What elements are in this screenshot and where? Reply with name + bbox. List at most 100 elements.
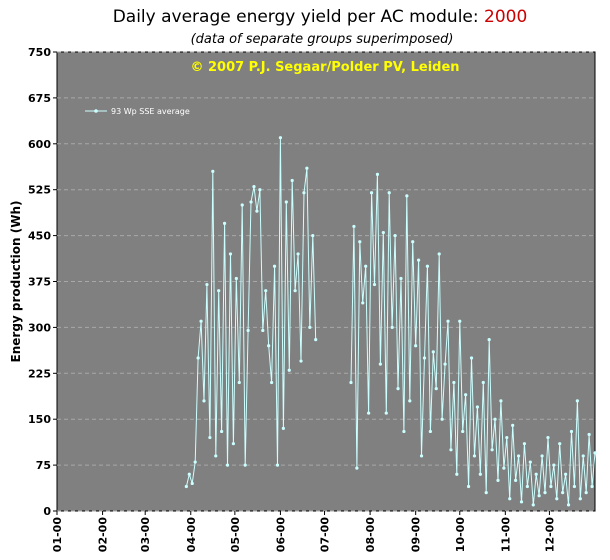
point — [305, 166, 309, 170]
point — [187, 472, 191, 476]
point — [452, 380, 456, 385]
point — [231, 442, 235, 446]
point — [205, 282, 209, 287]
y-tick-label: 750 — [28, 46, 51, 59]
point — [228, 252, 233, 256]
y-tick-label: 450 — [28, 230, 51, 243]
point — [496, 478, 500, 482]
point — [528, 460, 532, 464]
point — [417, 258, 421, 262]
point — [378, 362, 382, 366]
point — [217, 289, 221, 293]
point — [552, 463, 556, 467]
point — [375, 172, 380, 176]
point — [184, 484, 188, 489]
title-year: 2000 — [484, 7, 527, 27]
point — [561, 491, 565, 495]
point — [455, 472, 459, 476]
point — [308, 325, 312, 329]
point — [490, 448, 494, 452]
point — [402, 429, 406, 434]
point — [255, 209, 259, 213]
point — [516, 454, 521, 458]
point — [390, 325, 394, 329]
point — [543, 491, 547, 495]
x-tick-label: 01-00 — [51, 517, 64, 553]
point — [587, 432, 591, 437]
point — [240, 203, 244, 207]
point — [246, 328, 250, 333]
y-tick-label: 675 — [28, 92, 51, 105]
point — [261, 328, 265, 333]
point — [502, 466, 506, 470]
point — [387, 191, 391, 195]
y-tick-label: 375 — [28, 276, 51, 289]
title-text: Daily average energy yield per AC module… — [113, 7, 484, 27]
x-tick-label: 07-00 — [319, 517, 332, 553]
point — [481, 380, 485, 385]
y-tick-label: 150 — [28, 413, 51, 426]
point — [199, 319, 203, 323]
point — [211, 169, 215, 173]
point — [252, 185, 256, 189]
point — [275, 463, 280, 467]
point — [290, 178, 294, 183]
point — [278, 136, 283, 140]
point — [572, 484, 577, 489]
point — [193, 460, 197, 464]
annotation: © 2007 P.J. Segaar/Polder PV, Leiden — [190, 60, 459, 75]
point — [284, 200, 288, 204]
point — [272, 264, 277, 268]
point — [384, 411, 388, 415]
point — [464, 393, 468, 397]
point — [258, 188, 262, 192]
point — [469, 356, 474, 360]
point — [505, 435, 509, 440]
point — [414, 344, 418, 348]
x-tick-label: 03-00 — [139, 517, 152, 553]
x-tick-label: 02-00 — [97, 517, 110, 553]
point — [484, 491, 488, 495]
point — [264, 289, 268, 293]
point — [449, 448, 453, 452]
point — [593, 451, 597, 455]
y-axis-label: Energy production (Wh) — [9, 201, 23, 363]
point — [508, 497, 512, 501]
point — [458, 319, 462, 323]
point — [314, 338, 318, 342]
point — [367, 411, 371, 415]
point — [514, 478, 518, 482]
x-tick-label: 06-00 — [274, 517, 287, 553]
point — [564, 472, 568, 476]
point — [364, 264, 368, 268]
point — [584, 491, 588, 495]
point — [569, 429, 574, 434]
x-tick-label: 11-00 — [499, 517, 512, 553]
legend-marker — [94, 109, 98, 113]
point — [349, 380, 353, 385]
point — [190, 481, 194, 486]
point — [381, 230, 385, 235]
point — [446, 319, 450, 323]
subtitle: (data of separate groups superimposed) — [191, 32, 454, 47]
point — [525, 484, 529, 489]
point — [437, 252, 441, 256]
point — [361, 301, 365, 305]
point — [411, 240, 415, 244]
point — [578, 497, 582, 501]
point — [249, 200, 253, 204]
point — [440, 417, 444, 421]
point — [208, 435, 212, 440]
legend-label: 93 Wp SSE average — [111, 107, 190, 116]
point — [243, 463, 247, 467]
x-tick-label: 09-00 — [410, 517, 423, 553]
point — [546, 435, 550, 440]
point — [196, 356, 200, 360]
point — [534, 472, 538, 476]
point — [408, 399, 412, 403]
point — [302, 191, 306, 195]
point — [355, 466, 359, 470]
point — [558, 442, 562, 446]
point — [369, 191, 374, 195]
